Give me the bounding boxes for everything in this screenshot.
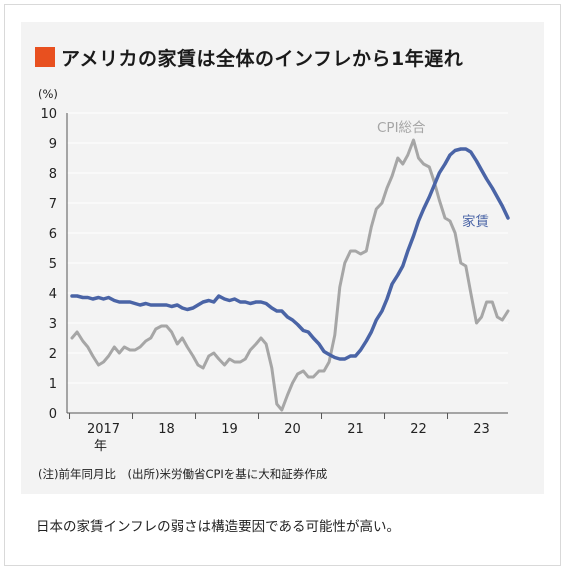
- y-axis-unit-label: (%): [38, 87, 58, 101]
- x-tick-label-20: 20: [284, 422, 301, 437]
- y-tick-label-10: 10: [40, 107, 57, 122]
- series-label-cpi: CPI総合: [377, 120, 426, 136]
- x-tick-label-19: 19: [221, 422, 238, 437]
- figure-caption: 日本の家賃インフレの弱さは構造要因である可能性が高い。: [36, 519, 400, 535]
- series-line-rent: [70, 147, 510, 361]
- source-note: (注)前年同月比 (出所)米労働省CPIを基に大和証券作成: [38, 467, 328, 481]
- x-tick-label-22: 22: [410, 422, 427, 437]
- y-tick-label-2: 2: [49, 347, 57, 362]
- x-tick-sublabel-year: 年: [94, 439, 107, 454]
- y-tick-label-8: 8: [49, 167, 57, 182]
- grid-lines: [67, 112, 508, 384]
- y-tick-label-1: 1: [49, 377, 57, 392]
- series-label-rent: 家賃: [462, 213, 489, 230]
- y-tick-label-5: 5: [49, 257, 57, 272]
- chart-title: アメリカの家賃は全体のインフレから1年遅れ: [35, 43, 463, 71]
- title-marker-square: [35, 47, 55, 67]
- chart-title-text: アメリカの家賃は全体のインフレから1年遅れ: [61, 47, 464, 70]
- axes: [66, 113, 508, 419]
- y-tick-label-0: 0: [49, 407, 57, 422]
- x-tick-label-21: 21: [347, 422, 364, 437]
- chart-panel: [21, 22, 544, 494]
- x-tick-label-2017: 2017: [87, 422, 120, 437]
- y-tick-label-3: 3: [49, 317, 57, 332]
- y-tick-label-7: 7: [49, 197, 57, 212]
- x-tick-label-23: 23: [473, 422, 490, 437]
- x-tick-label-18: 18: [158, 422, 175, 437]
- series-line-cpi: [70, 138, 510, 412]
- series-lines: [70, 138, 510, 412]
- y-tick-label-9: 9: [49, 137, 57, 152]
- y-tick-label-6: 6: [49, 227, 57, 242]
- y-tick-label-4: 4: [49, 287, 57, 302]
